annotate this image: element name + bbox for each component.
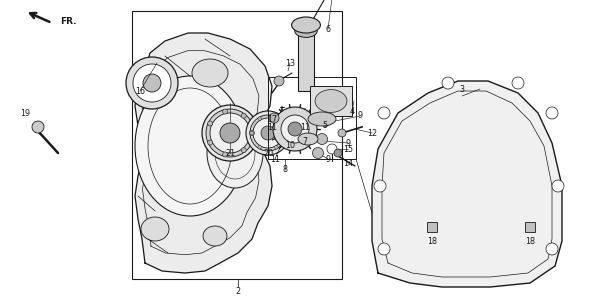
Text: 8: 8: [283, 165, 287, 173]
Ellipse shape: [203, 226, 227, 246]
Circle shape: [253, 118, 283, 148]
Circle shape: [258, 145, 261, 149]
Circle shape: [208, 140, 212, 145]
Circle shape: [241, 113, 246, 118]
Circle shape: [378, 243, 390, 255]
Circle shape: [378, 107, 390, 119]
Circle shape: [126, 57, 178, 109]
Text: 19: 19: [20, 108, 30, 117]
Circle shape: [250, 131, 253, 135]
Bar: [525, 222, 535, 232]
Circle shape: [273, 107, 317, 151]
Circle shape: [320, 116, 330, 126]
Circle shape: [202, 105, 258, 161]
Text: 21: 21: [225, 148, 235, 157]
Polygon shape: [372, 81, 562, 287]
Circle shape: [258, 117, 261, 120]
Text: 13: 13: [285, 58, 295, 67]
Circle shape: [552, 180, 564, 192]
Bar: [310, 86, 352, 116]
Bar: [132, 11, 342, 279]
Circle shape: [133, 64, 171, 102]
Circle shape: [210, 113, 250, 153]
Ellipse shape: [295, 25, 317, 37]
Ellipse shape: [298, 133, 318, 145]
Text: 4: 4: [349, 107, 355, 116]
Circle shape: [269, 113, 279, 123]
Text: 5: 5: [323, 120, 327, 129]
Circle shape: [250, 115, 286, 151]
Circle shape: [208, 121, 212, 126]
Text: 12: 12: [367, 129, 377, 138]
Circle shape: [241, 148, 246, 153]
Polygon shape: [135, 33, 272, 273]
Circle shape: [338, 129, 346, 137]
Circle shape: [274, 117, 278, 120]
Ellipse shape: [135, 76, 245, 216]
Text: 3: 3: [460, 85, 464, 94]
Ellipse shape: [308, 112, 336, 126]
Ellipse shape: [141, 217, 169, 241]
Text: 2: 2: [235, 287, 241, 296]
Circle shape: [334, 149, 342, 157]
Text: 10: 10: [285, 141, 295, 150]
Circle shape: [261, 126, 275, 140]
Bar: [268, 77, 356, 159]
Ellipse shape: [291, 17, 320, 33]
Circle shape: [288, 122, 302, 136]
Circle shape: [281, 115, 309, 143]
Ellipse shape: [315, 90, 347, 112]
Text: 7: 7: [303, 136, 307, 145]
Text: FR.: FR.: [60, 17, 76, 26]
Text: 17: 17: [267, 114, 277, 123]
Ellipse shape: [207, 118, 263, 188]
Text: 18: 18: [427, 237, 437, 246]
Text: 9: 9: [326, 154, 330, 163]
Circle shape: [222, 109, 228, 114]
Circle shape: [222, 152, 228, 157]
Text: 9: 9: [345, 138, 350, 147]
Text: 9: 9: [358, 111, 363, 120]
Text: 11: 11: [270, 154, 280, 163]
Text: 11: 11: [300, 123, 310, 132]
Circle shape: [546, 243, 558, 255]
Circle shape: [512, 77, 524, 89]
Circle shape: [246, 111, 290, 155]
Circle shape: [274, 145, 278, 149]
Circle shape: [374, 180, 386, 192]
Circle shape: [206, 109, 254, 157]
Text: 6: 6: [326, 24, 330, 33]
Text: 20: 20: [263, 148, 273, 157]
Text: 16: 16: [135, 86, 145, 95]
Text: 15: 15: [343, 144, 353, 154]
Circle shape: [143, 74, 161, 92]
Bar: [427, 222, 437, 232]
Text: 14: 14: [343, 159, 353, 167]
Text: 18: 18: [525, 237, 535, 246]
Circle shape: [283, 131, 286, 135]
Circle shape: [327, 144, 337, 154]
Ellipse shape: [192, 59, 228, 87]
Circle shape: [313, 147, 323, 159]
Circle shape: [442, 77, 454, 89]
Circle shape: [274, 76, 284, 86]
Circle shape: [250, 131, 254, 135]
Bar: [298, 31, 314, 91]
Text: 11: 11: [267, 123, 277, 132]
Circle shape: [32, 121, 44, 133]
Circle shape: [316, 134, 327, 144]
Circle shape: [546, 107, 558, 119]
Circle shape: [220, 123, 240, 143]
